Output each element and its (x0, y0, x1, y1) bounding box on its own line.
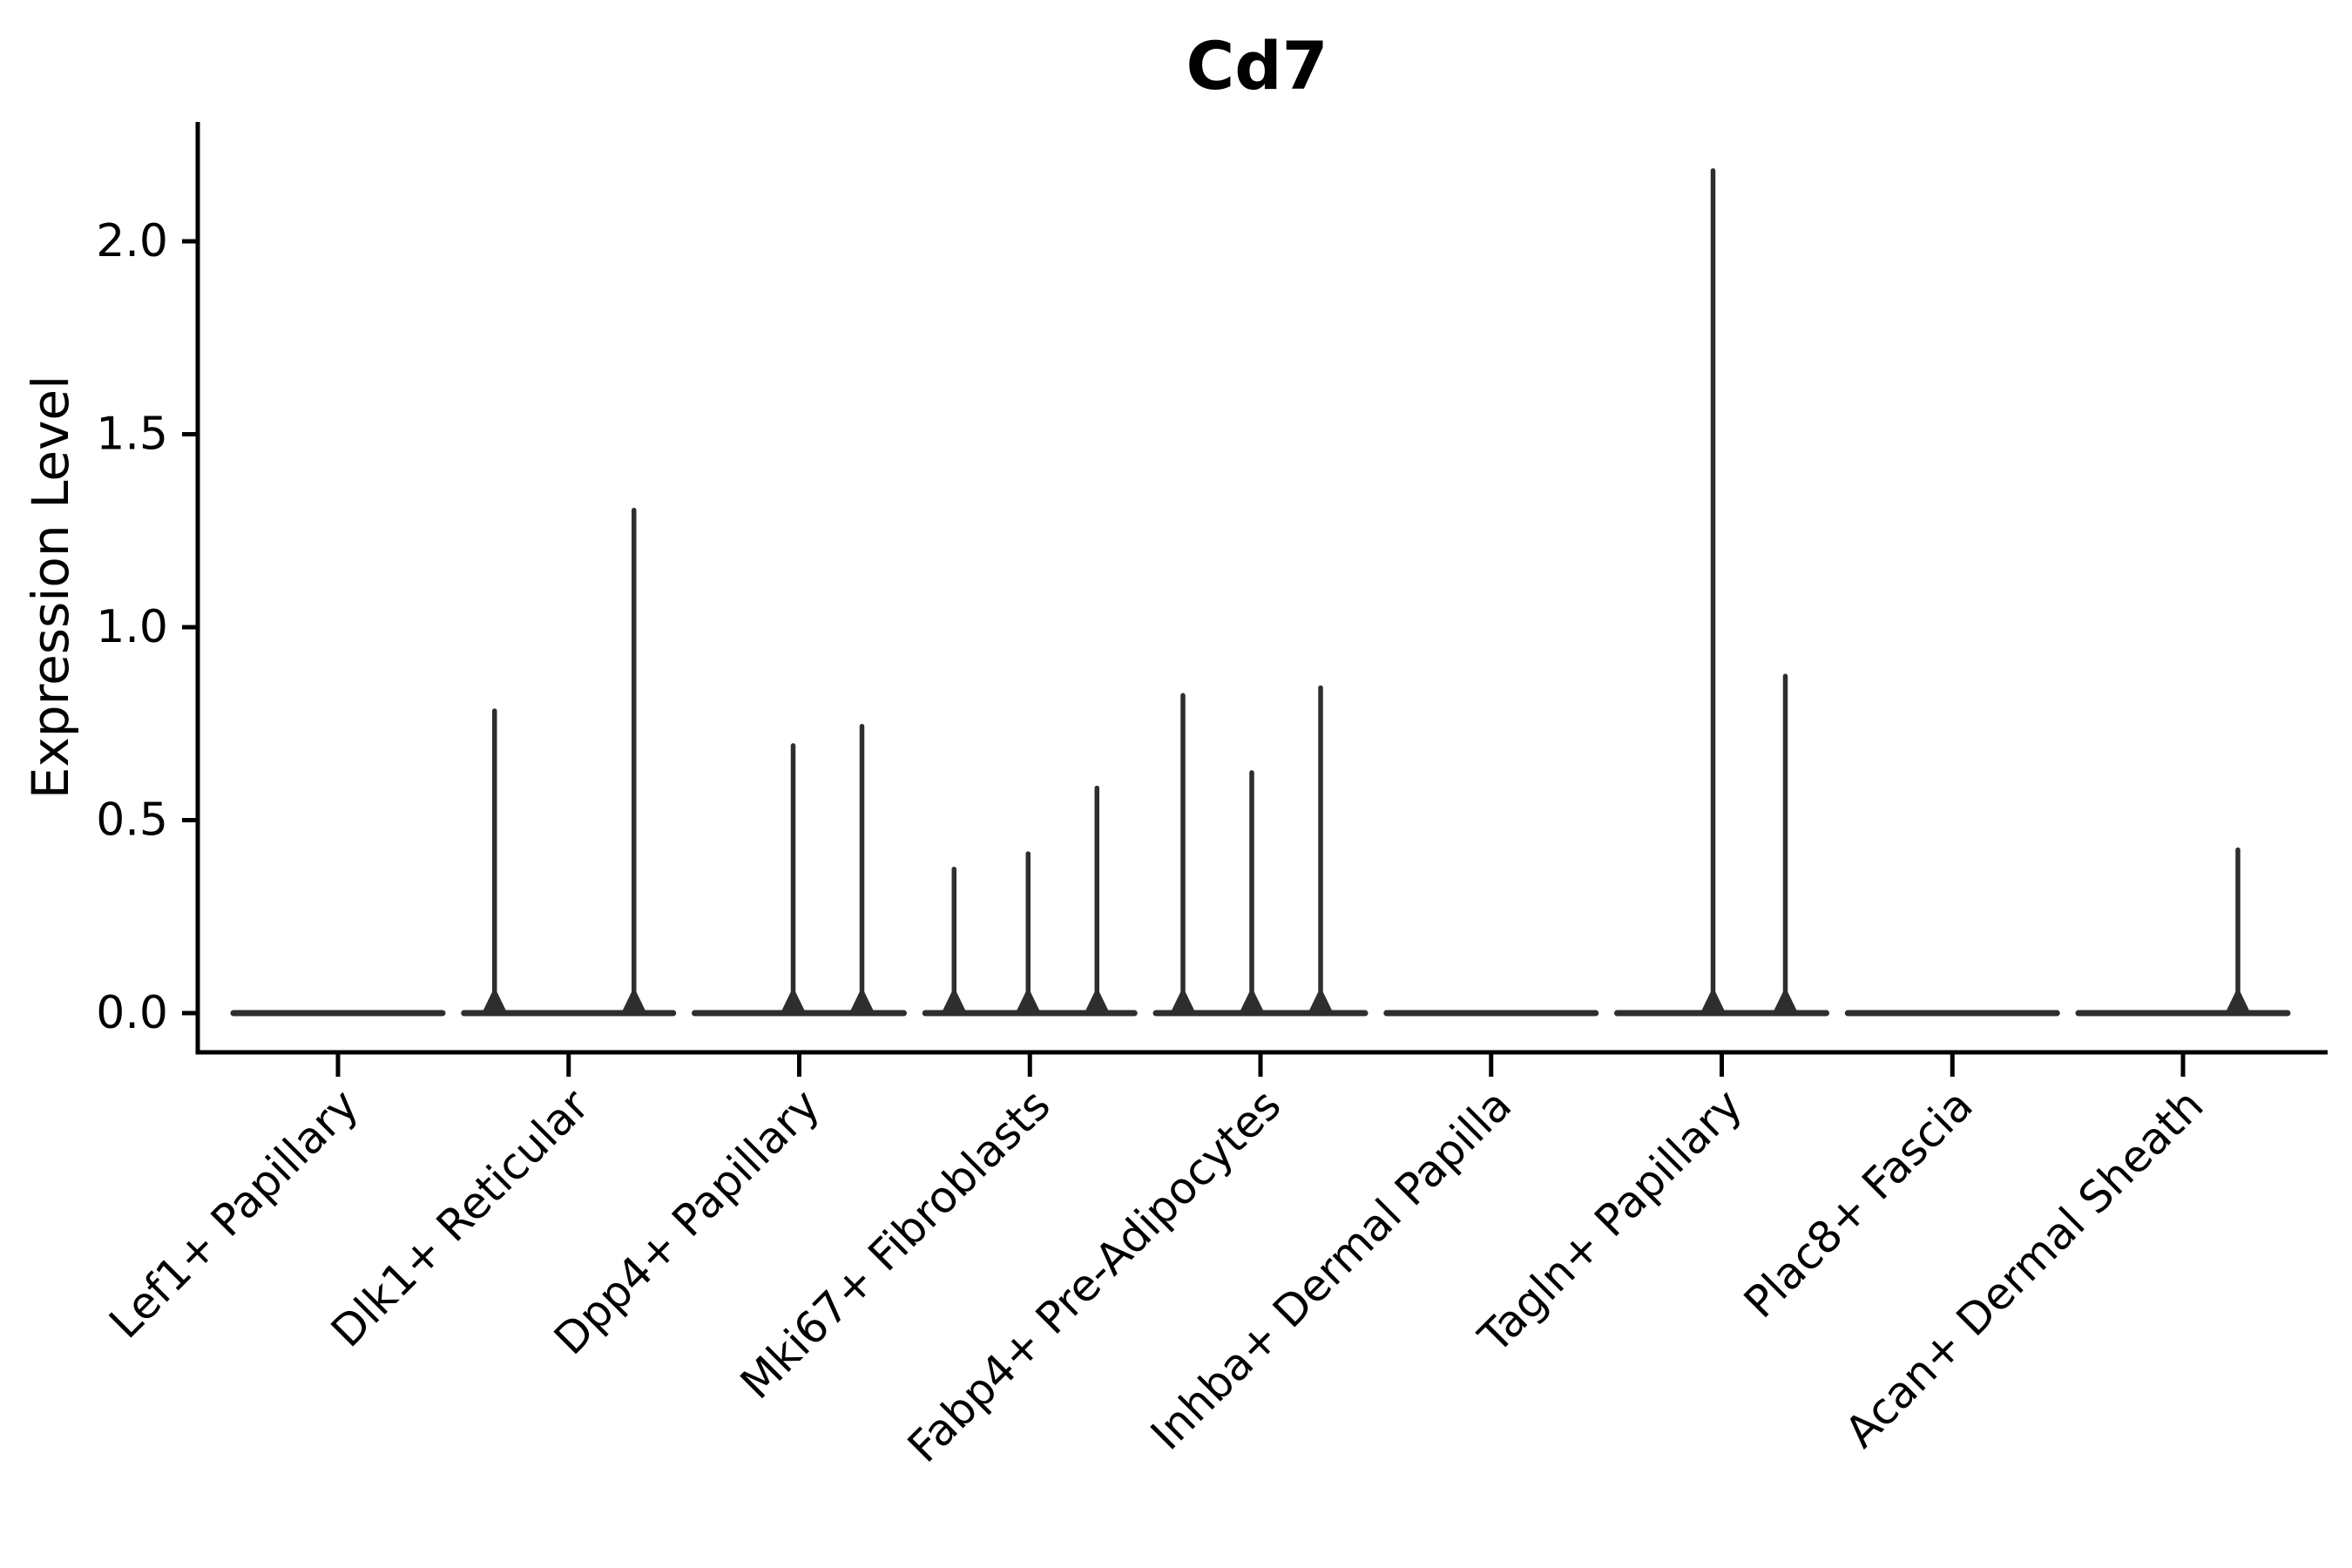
violin-group (1152, 685, 1369, 1017)
violin-group (922, 785, 1138, 1017)
y-tick-label: 1.0 (96, 601, 168, 653)
violin-group (461, 507, 677, 1017)
violin-group (692, 724, 907, 1017)
y-tick-label: 0.5 (96, 794, 168, 847)
violins (230, 168, 2291, 1017)
y-tick-label: 2.0 (96, 215, 168, 267)
y-axis-label: Expression Level (21, 375, 80, 799)
violin-group (2075, 847, 2291, 1017)
y-tick-label: 0.0 (96, 987, 168, 1039)
chart-title: Cd7 (1186, 27, 1328, 105)
x-tick-label: Fabp4+ Pre-Adipocytes (898, 1079, 1291, 1472)
y-axis: 0.0 0.5 1.0 1.5 2.0 (96, 215, 198, 1039)
x-tick-label: Plac8+ Fascia (1734, 1079, 1983, 1328)
axis-spines (195, 122, 2328, 1055)
y-tick-label: 1.5 (96, 409, 168, 461)
x-tick-label: Lef1+ Papillary (99, 1079, 368, 1348)
violin-group (1614, 168, 1829, 1017)
